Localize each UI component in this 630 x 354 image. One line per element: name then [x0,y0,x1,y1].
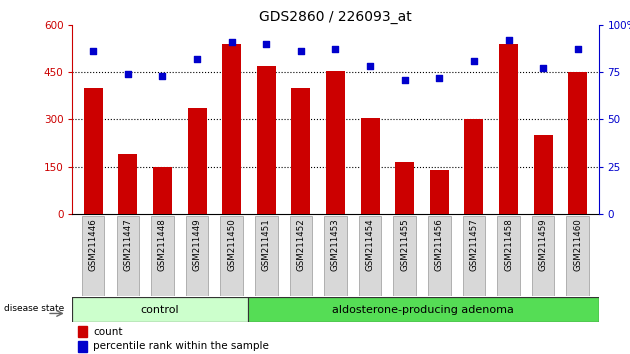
Point [123,71,133,77]
Bar [222,44,241,214]
Text: percentile rank within the sample: percentile rank within the sample [93,342,270,352]
Point [503,37,513,43]
Text: GSM211452: GSM211452 [296,218,306,271]
Bar [430,170,449,214]
Point [192,56,202,62]
FancyBboxPatch shape [359,216,381,296]
FancyBboxPatch shape [186,216,209,296]
FancyBboxPatch shape [462,216,485,296]
Point [296,48,306,54]
Text: GSM211455: GSM211455 [400,218,410,271]
Point [88,48,98,54]
Text: GSM211448: GSM211448 [158,218,167,271]
Point [227,39,237,45]
Text: GSM211458: GSM211458 [504,218,513,271]
FancyBboxPatch shape [324,216,346,296]
Bar [360,118,380,214]
FancyBboxPatch shape [82,216,105,296]
Point [399,77,410,82]
FancyBboxPatch shape [220,216,243,296]
Bar [153,167,172,214]
FancyBboxPatch shape [532,216,554,296]
Bar [326,70,345,214]
Bar [77,326,87,337]
Text: GSM211447: GSM211447 [123,218,132,271]
Bar [534,135,553,214]
Point [573,47,583,52]
FancyBboxPatch shape [72,297,248,322]
Point [365,64,375,69]
Text: GSM211446: GSM211446 [89,218,98,271]
FancyBboxPatch shape [290,216,312,296]
FancyBboxPatch shape [117,216,139,296]
Title: GDS2860 / 226093_at: GDS2860 / 226093_at [259,10,412,24]
Text: control: control [141,305,180,315]
Text: GSM211450: GSM211450 [227,218,236,271]
Text: disease state: disease state [4,304,64,313]
Text: GSM211457: GSM211457 [469,218,478,271]
Bar [77,341,87,352]
Point [330,47,340,52]
Text: GSM211456: GSM211456 [435,218,444,271]
FancyBboxPatch shape [428,216,450,296]
FancyBboxPatch shape [248,297,598,322]
Text: GSM211454: GSM211454 [365,218,375,271]
Point [261,41,272,46]
Bar [291,88,311,214]
Text: GSM211459: GSM211459 [539,218,547,271]
FancyBboxPatch shape [151,216,174,296]
Point [434,75,444,81]
FancyBboxPatch shape [566,216,589,296]
Text: GSM211449: GSM211449 [193,218,202,271]
Point [538,65,548,71]
Bar [188,108,207,214]
Bar [257,66,276,214]
Bar [568,72,587,214]
Bar [84,88,103,214]
Text: GSM211460: GSM211460 [573,218,582,271]
Bar [464,119,483,214]
Point [469,58,479,64]
FancyBboxPatch shape [394,216,416,296]
Text: count: count [93,327,123,337]
Text: aldosterone-producing adenoma: aldosterone-producing adenoma [332,305,514,315]
FancyBboxPatch shape [255,216,277,296]
Bar [395,162,414,214]
Text: GSM211453: GSM211453 [331,218,340,271]
Bar [499,44,518,214]
Point [158,73,168,79]
Text: GSM211451: GSM211451 [261,218,271,271]
Bar [118,154,137,214]
FancyBboxPatch shape [497,216,520,296]
